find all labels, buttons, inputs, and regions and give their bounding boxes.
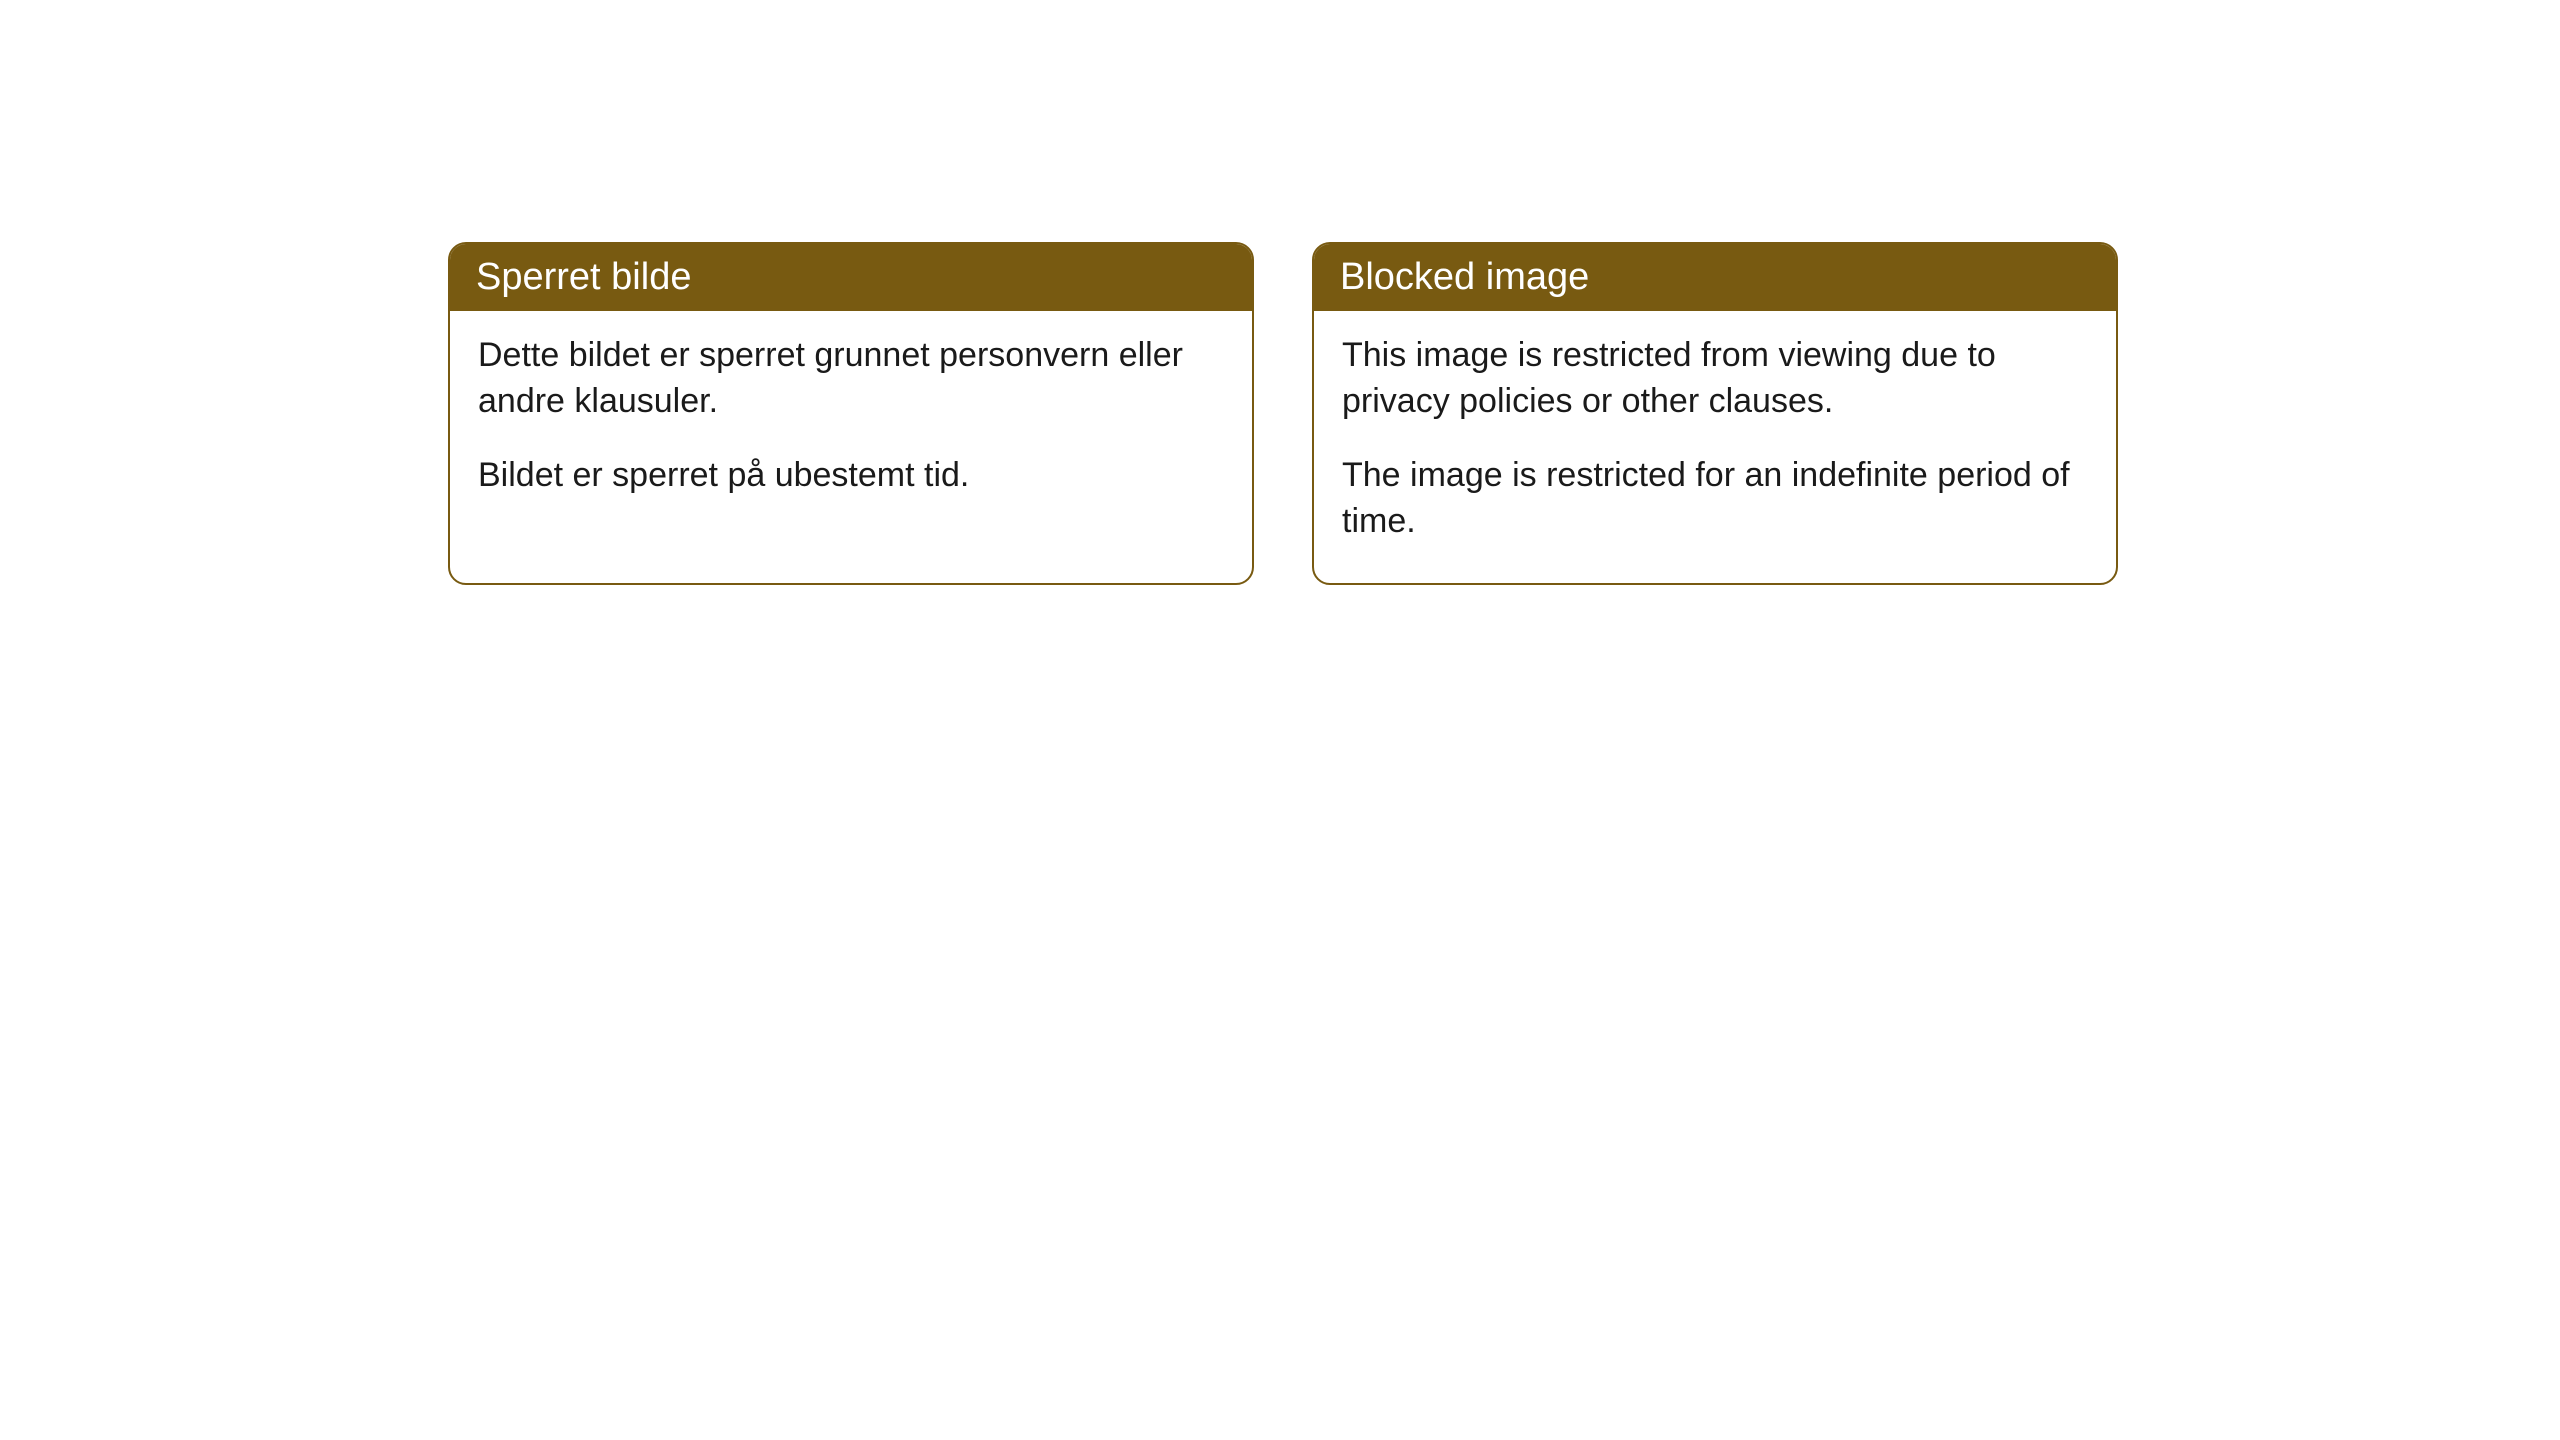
- card-paragraph-1: This image is restricted from viewing du…: [1342, 333, 2088, 425]
- blocked-image-card-norwegian: Sperret bilde Dette bildet er sperret gr…: [448, 242, 1254, 585]
- card-paragraph-1: Dette bildet er sperret grunnet personve…: [478, 333, 1224, 425]
- blocked-image-card-english: Blocked image This image is restricted f…: [1312, 242, 2118, 585]
- card-paragraph-2: Bildet er sperret på ubestemt tid.: [478, 453, 1224, 499]
- card-header-english: Blocked image: [1314, 244, 2116, 311]
- notice-cards-container: Sperret bilde Dette bildet er sperret gr…: [448, 242, 2118, 585]
- card-header-norwegian: Sperret bilde: [450, 244, 1252, 311]
- card-body-norwegian: Dette bildet er sperret grunnet personve…: [450, 311, 1252, 537]
- card-body-english: This image is restricted from viewing du…: [1314, 311, 2116, 583]
- card-paragraph-2: The image is restricted for an indefinit…: [1342, 453, 2088, 545]
- card-title: Sperret bilde: [476, 256, 691, 298]
- card-title: Blocked image: [1340, 256, 1589, 298]
